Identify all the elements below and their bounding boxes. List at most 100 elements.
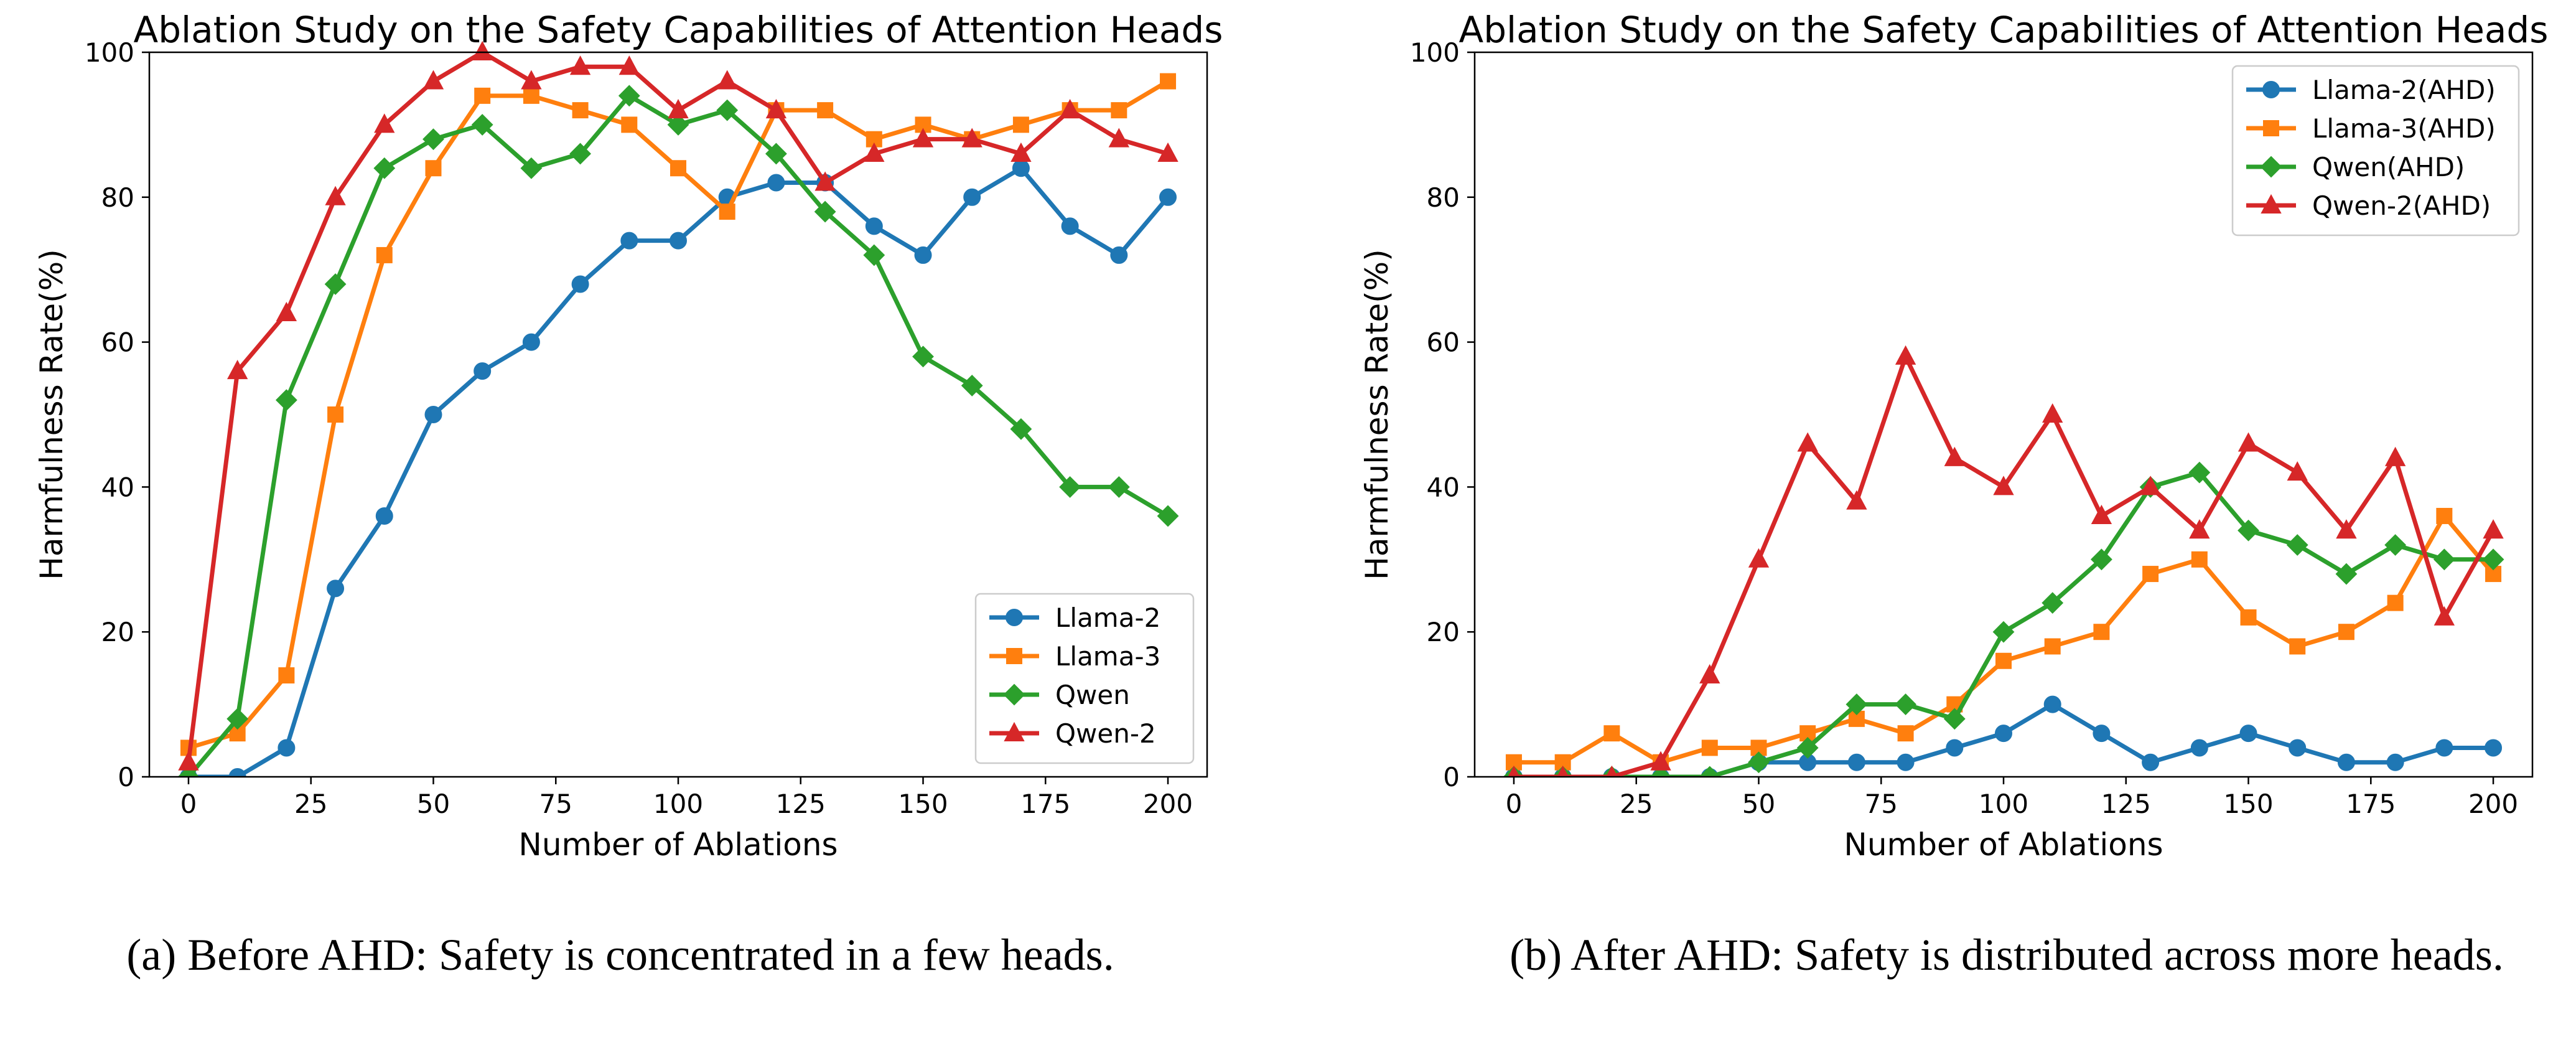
legend: Llama-2 Llama-3 Qwen Qwen-2 xyxy=(974,593,1195,764)
x-tick-label: 100 xyxy=(1979,789,2028,819)
y-tick-label: 20 xyxy=(1427,617,1460,647)
data-point xyxy=(1847,753,1865,771)
x-tick-label: 50 xyxy=(1742,789,1775,819)
data-point xyxy=(522,333,540,351)
data-point xyxy=(2436,507,2453,524)
legend-label: Qwen-2 xyxy=(1055,718,1156,749)
data-point xyxy=(228,768,246,777)
legend-item: Qwen(AHD) xyxy=(2246,152,2465,182)
data-point xyxy=(2042,403,2063,423)
data-point xyxy=(2142,566,2159,583)
data-point xyxy=(863,244,885,266)
plot-area xyxy=(1503,345,2504,777)
data-point xyxy=(523,87,539,104)
data-point xyxy=(1603,725,1620,742)
data-point xyxy=(2338,624,2354,640)
data-point xyxy=(1110,246,1128,264)
data-point xyxy=(1701,739,1718,756)
y-tick-label: 80 xyxy=(101,182,134,213)
legend-item: Llama-2 xyxy=(989,603,1160,633)
data-point xyxy=(667,113,689,136)
legend-label: Llama-3(AHD) xyxy=(2312,113,2496,144)
data-point xyxy=(1059,99,1081,119)
data-point xyxy=(1061,217,1079,235)
legend-item: Qwen-2(AHD) xyxy=(2246,190,2491,221)
data-point xyxy=(2289,638,2306,655)
data-point xyxy=(2337,753,2355,771)
data-point xyxy=(520,157,543,179)
x-tick-label: 25 xyxy=(1620,789,1653,819)
x-tick-label: 0 xyxy=(180,789,197,819)
data-point xyxy=(1748,751,1770,774)
data-point xyxy=(474,362,492,380)
data-point xyxy=(275,389,297,411)
data-point xyxy=(2435,739,2453,757)
data-point xyxy=(2485,739,2503,757)
data-point xyxy=(1796,737,1819,759)
x-tick-label: 100 xyxy=(653,789,703,819)
data-point xyxy=(375,507,393,525)
legend-item: Qwen-2 xyxy=(989,718,1156,749)
y-tick-label: 100 xyxy=(85,37,134,68)
data-point xyxy=(864,142,885,162)
data-point xyxy=(1895,345,1916,365)
data-point xyxy=(1944,446,1965,466)
data-point xyxy=(716,99,739,121)
legend-label: Llama-2(AHD) xyxy=(2312,75,2496,105)
data-point xyxy=(2483,519,2504,539)
data-point xyxy=(2386,753,2404,771)
legend-label: Qwen-2(AHD) xyxy=(2312,190,2491,221)
plot-area xyxy=(177,40,1179,777)
data-point xyxy=(765,143,787,165)
chart-panel-before-ahd: Ablation Study on the Safety Capabilitie… xyxy=(34,9,1223,980)
legend-swatch-marker xyxy=(1006,648,1022,664)
data-point xyxy=(1897,753,1915,771)
y-tick-label: 20 xyxy=(101,617,134,647)
data-point xyxy=(1992,621,2015,643)
data-point xyxy=(1059,476,1081,498)
data-point xyxy=(717,70,738,90)
data-point xyxy=(2042,592,2064,614)
data-point xyxy=(376,246,393,263)
series-llama-2-ahd xyxy=(1505,695,2503,777)
data-point xyxy=(178,751,199,771)
chart-title: Ablation Study on the Safety Capabilitie… xyxy=(1459,9,2549,51)
data-point xyxy=(1160,73,1177,90)
legend-swatch-marker xyxy=(2263,120,2279,136)
data-point xyxy=(278,739,296,757)
y-axis-label: Harmfulness Rate(%) xyxy=(34,249,70,580)
data-point xyxy=(2286,534,2308,556)
chart-panel-after-ahd: Ablation Study on the Safety Capabilitie… xyxy=(1359,9,2548,980)
data-point xyxy=(2093,725,2111,743)
data-point xyxy=(1010,142,1032,162)
y-tick-label: 40 xyxy=(1427,472,1460,502)
data-point xyxy=(1605,765,1618,777)
y-tick-label: 80 xyxy=(1427,182,1460,213)
data-point xyxy=(1159,188,1177,206)
legend-swatch-marker xyxy=(1003,683,1025,706)
data-point xyxy=(914,246,932,264)
figure-caption: (b) After AHD: Safety is distributed acr… xyxy=(1510,930,2504,980)
chart-title: Ablation Study on the Safety Capabilitie… xyxy=(134,9,1223,51)
data-point xyxy=(177,766,200,777)
data-point xyxy=(327,406,344,423)
data-point xyxy=(278,667,295,684)
legend-box xyxy=(974,593,1195,764)
data-point xyxy=(2091,504,2112,524)
data-point xyxy=(1797,432,1818,452)
data-point xyxy=(2189,519,2210,539)
data-point xyxy=(1010,418,1032,440)
data-point xyxy=(1157,142,1178,162)
legend-item: Llama-3(AHD) xyxy=(2246,113,2496,144)
data-point xyxy=(1943,708,1966,730)
data-point xyxy=(620,232,638,250)
data-point xyxy=(719,204,735,220)
legend-item: Qwen xyxy=(989,680,1130,710)
data-point xyxy=(817,102,834,119)
x-tick-label: 0 xyxy=(1506,789,1523,819)
x-tick-label: 200 xyxy=(2468,789,2518,819)
data-point xyxy=(2384,534,2407,556)
data-point xyxy=(670,160,686,177)
legend-swatch-marker xyxy=(2260,156,2282,178)
data-point xyxy=(1846,490,1867,510)
